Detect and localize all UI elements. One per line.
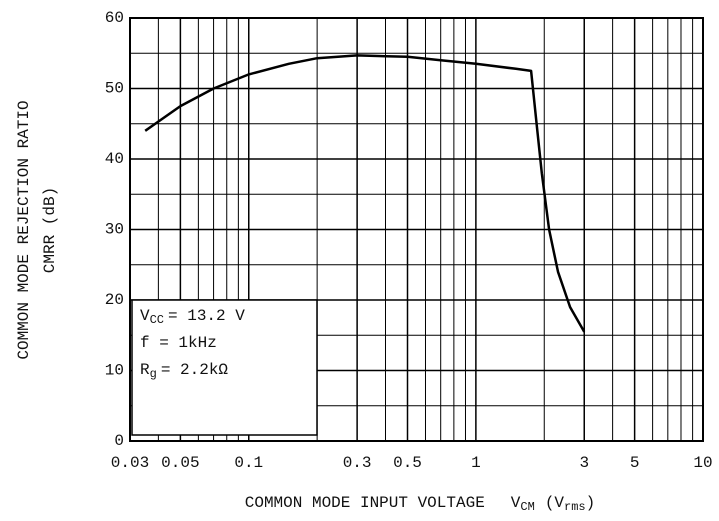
y-tick-label: 30: [105, 221, 124, 239]
x-tick-label: 10: [693, 454, 712, 472]
annotation-main: V: [140, 307, 150, 325]
data-line: [144, 54, 586, 333]
x-tick-label: 0.03: [111, 454, 149, 472]
annotation: Rg = 2.2kΩ: [140, 361, 228, 381]
x-axis-label: COMMON MODE INPUT VOLTAGE VCM (Vrms): [245, 494, 595, 514]
y-tick-label: 20: [105, 291, 124, 309]
x-tick-label: 0.1: [234, 454, 263, 472]
x-label-text: COMMON MODE INPUT VOLTAGE: [245, 494, 485, 512]
x-label-symbol-sub: CM: [520, 500, 534, 514]
x-tick-label: 0.5: [393, 454, 422, 472]
plot-frame: [129, 17, 704, 442]
y-tick-label: 60: [105, 9, 124, 27]
y-tick-label: 0: [114, 432, 124, 450]
annotation-box: [131, 299, 318, 436]
y-tick-label: 40: [105, 150, 124, 168]
x-label-unit-sub: rms: [564, 500, 586, 514]
annotation-main: R: [140, 361, 150, 379]
annotation: VCC = 13.2 V: [140, 307, 245, 327]
x-tick-label: 5: [630, 454, 640, 472]
x-tick-label: 0.05: [161, 454, 199, 472]
y-axis-label-unit: CMRR (dB): [41, 187, 59, 273]
x-tick-label: 1: [471, 454, 481, 472]
y-axis-label: COMMON MODE REJECTION RATIO: [15, 100, 33, 359]
annotation-rest: = 2.2kΩ: [161, 361, 229, 379]
x-label-unit-close: ): [586, 494, 596, 512]
y-tick-label: 50: [105, 80, 124, 98]
annotation-sub: CC: [150, 313, 164, 327]
x-label-symbol: V: [511, 494, 521, 512]
y-tick-label: 10: [105, 362, 124, 380]
annotation-sub: g: [150, 367, 157, 381]
x-label-unit-open: (V: [545, 494, 565, 512]
x-tick-label: 3: [579, 454, 589, 472]
annotation: f = 1kHz: [140, 334, 217, 352]
x-tick-label: 0.3: [343, 454, 372, 472]
annotation-main: f = 1kHz: [140, 334, 217, 352]
annotation-rest: = 13.2 V: [168, 307, 245, 325]
